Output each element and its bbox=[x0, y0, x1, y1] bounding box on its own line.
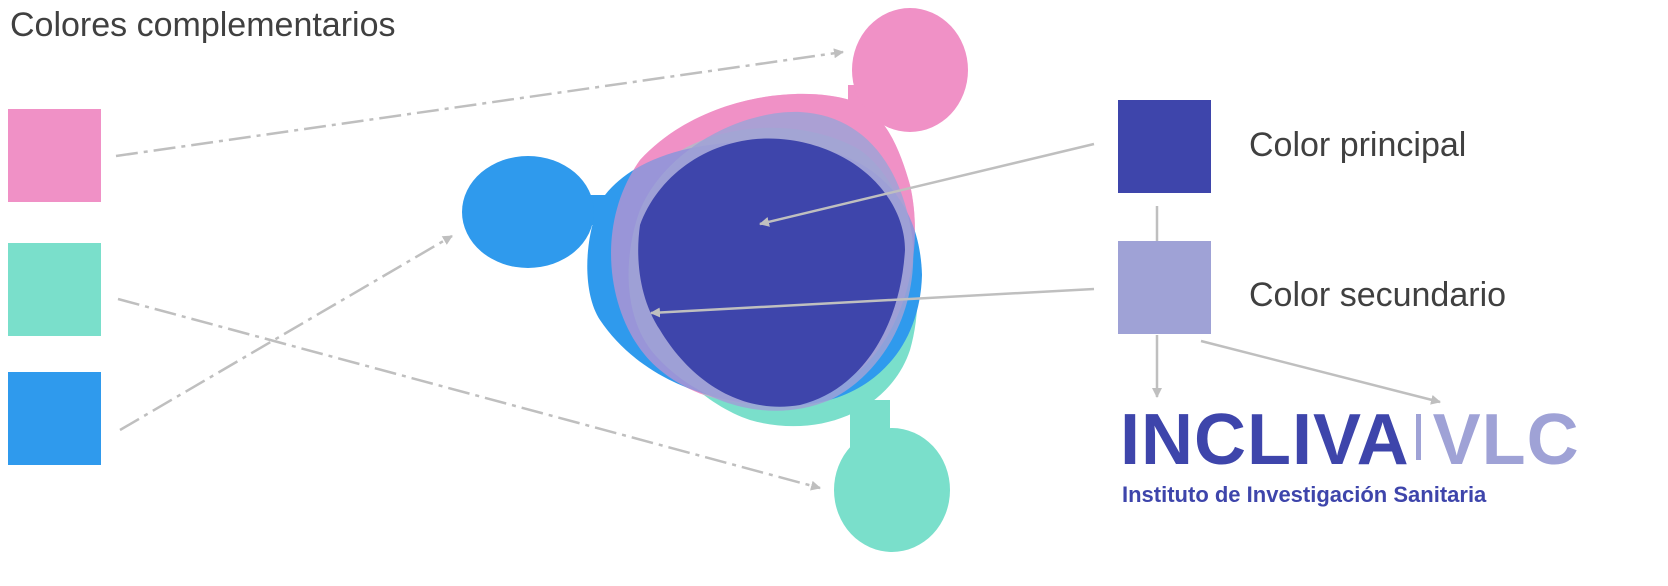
logo-word-incliva: INCLIVA bbox=[1120, 400, 1410, 480]
secondary-color-label: Color secundario bbox=[1249, 276, 1507, 314]
blue-swatch bbox=[8, 372, 101, 465]
logo-subtitle: Instituto de Investigación Sanitaria bbox=[1122, 482, 1487, 507]
pink-swatch bbox=[8, 109, 101, 202]
logo-separator bbox=[1415, 414, 1421, 460]
principal-arrow bbox=[759, 142, 1095, 227]
logo-word-vlc: VLC bbox=[1432, 400, 1580, 480]
secondary-color-swatch bbox=[1118, 241, 1211, 334]
pink-arrow bbox=[115, 48, 844, 158]
secondary-arrow bbox=[650, 287, 1095, 318]
teal-swatch bbox=[8, 243, 101, 336]
teal-arrow bbox=[117, 297, 821, 491]
principal-color-swatch bbox=[1118, 100, 1211, 193]
principal-color-label: Color principal bbox=[1249, 126, 1467, 164]
incliva-logo: INCLIVA VLC bbox=[1120, 404, 1580, 476]
heading: Colores complementarios bbox=[10, 6, 396, 44]
secondary-to-vlc-arrow bbox=[1200, 339, 1441, 405]
blue-arrow bbox=[119, 234, 453, 432]
